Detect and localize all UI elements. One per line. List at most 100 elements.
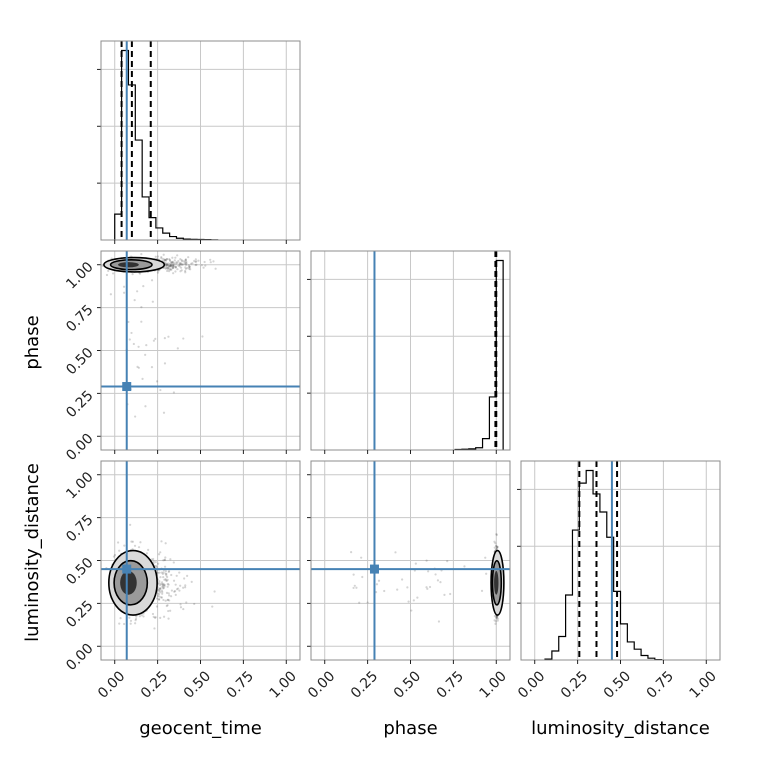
sample-point: [118, 622, 121, 625]
sample-point: [132, 342, 135, 346]
sample-point: [165, 264, 168, 267]
sample-point: [165, 591, 169, 594]
sample-point: [184, 586, 187, 589]
sample-point: [162, 587, 165, 590]
sample-point: [162, 253, 165, 256]
sample-point: [169, 558, 172, 561]
sample-point: [180, 260, 184, 263]
sample-point: [214, 267, 217, 270]
sample-point: [180, 258, 183, 262]
sample-point: [494, 622, 497, 625]
sample-point: [366, 601, 369, 604]
sample-point: [171, 263, 174, 266]
sample-point: [170, 264, 173, 267]
sample-point: [495, 546, 499, 549]
sample-point: [495, 533, 498, 536]
sample-point: [159, 616, 162, 619]
panel-content: [101, 251, 300, 450]
sample-point: [361, 575, 364, 579]
sample-point: [129, 622, 132, 625]
sample-point: [164, 579, 168, 582]
sample-point: [159, 576, 162, 579]
sample-point: [194, 260, 197, 263]
sample-point: [138, 272, 142, 275]
sample-point: [182, 586, 185, 589]
sample-point: [137, 366, 140, 369]
sample-point: [176, 261, 179, 264]
sample-point: [159, 587, 162, 590]
sample-point: [165, 258, 168, 261]
x-tick-label: 1.00: [267, 668, 300, 701]
x-tick-label: 0.00: [95, 668, 128, 701]
sample-point: [129, 523, 132, 526]
sample-point: [150, 279, 154, 282]
sample-point: [135, 615, 138, 618]
sample-point: [155, 565, 158, 569]
sample-point: [163, 585, 166, 588]
sample-point: [401, 578, 404, 581]
sample-point: [172, 263, 175, 266]
sample-point: [154, 616, 157, 619]
sample-point: [154, 560, 157, 564]
sample-point: [480, 589, 484, 592]
sample-point: [162, 559, 165, 562]
sample-point: [212, 260, 215, 263]
y-tick-label: 0.00: [63, 641, 96, 674]
sample-point: [181, 263, 185, 266]
sample-point: [159, 596, 163, 599]
sample-point: [495, 616, 498, 619]
sample-point: [184, 584, 187, 587]
sample-point: [168, 257, 171, 261]
sample-point: [166, 263, 169, 266]
sample-point: [160, 540, 163, 543]
sample-point: [167, 598, 170, 601]
sample-point: [166, 598, 169, 602]
y-axis-label-phase: phase: [22, 315, 43, 369]
sample-point: [157, 593, 161, 596]
panel-content: [311, 251, 510, 450]
sample-point: [166, 582, 169, 586]
sample-point: [157, 562, 160, 565]
sample-point: [162, 257, 165, 261]
sample-point: [164, 572, 167, 575]
sample-point: [156, 592, 159, 595]
sample-point: [159, 388, 162, 392]
sample-point: [178, 262, 182, 266]
sample-point: [177, 587, 180, 590]
sample-point: [174, 583, 177, 586]
sample-point: [162, 586, 165, 590]
sample-point: [495, 615, 499, 618]
sample-point: [131, 540, 134, 543]
sample-point: [160, 256, 163, 259]
sample-point: [154, 255, 157, 258]
sample-point: [178, 265, 181, 268]
sample-point: [175, 574, 178, 577]
sample-point: [383, 589, 386, 593]
sample-point: [170, 262, 174, 265]
sample-point: [159, 591, 162, 594]
sample-point: [179, 270, 182, 273]
sample-point: [140, 252, 143, 256]
sample-point: [180, 262, 183, 266]
sample-point: [162, 571, 165, 574]
sample-point: [119, 617, 122, 620]
contour-inner: [109, 259, 153, 271]
sample-point: [396, 588, 399, 591]
sample-point: [410, 609, 413, 612]
sample-point: [184, 267, 188, 270]
sample-point: [175, 588, 179, 591]
sample-point: [494, 544, 498, 547]
sample-point: [195, 260, 198, 263]
sample-point: [168, 599, 171, 602]
sample-point: [165, 574, 168, 577]
sample-point: [161, 592, 164, 595]
sample-point: [137, 345, 140, 348]
sample-point: [171, 266, 174, 269]
sample-point: [112, 272, 115, 275]
contour-inner: [113, 559, 149, 606]
sample-point: [162, 583, 165, 586]
sample-point: [179, 262, 182, 265]
sample-point: [172, 561, 175, 564]
sample-point: [189, 268, 192, 271]
sample-point: [167, 265, 170, 268]
